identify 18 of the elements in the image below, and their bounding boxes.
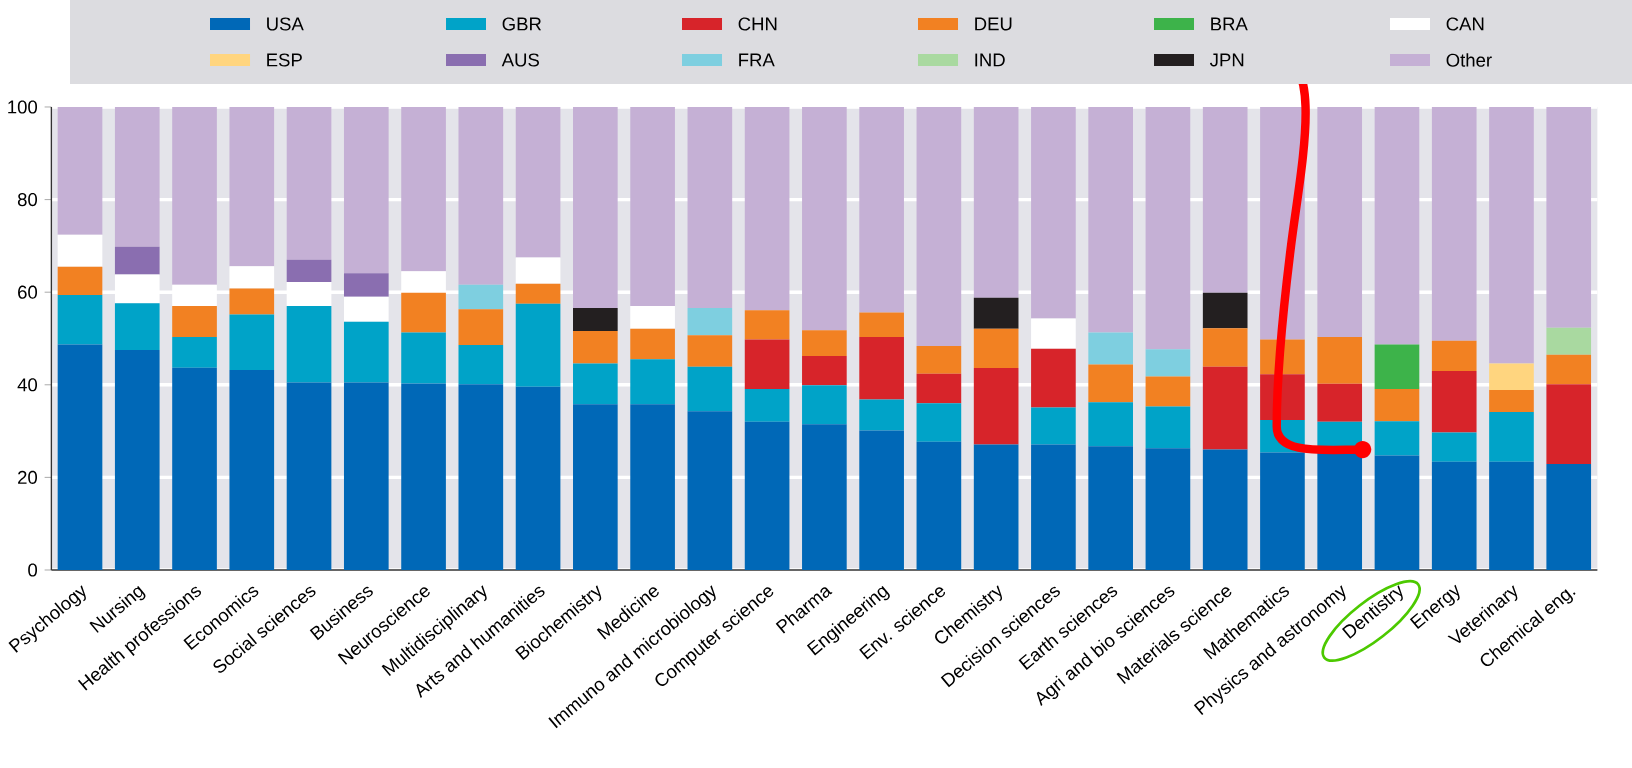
legend-label: CAN [1446,17,1484,31]
y-tick-label: 60 [18,285,38,299]
y-tick-label: 100 [8,100,38,114]
legend-label: AUS [501,53,539,67]
y-tick-label: 40 [17,378,38,392]
legend-label: DEU [975,17,1012,31]
y-tick-label: 0 [28,563,38,577]
legend-label: Other [1446,53,1492,67]
legend-label: CHN [738,17,777,31]
legend-label: BRA [1211,17,1248,31]
y-tick-label: 80 [17,193,38,207]
legend-label: USA [267,17,304,31]
legend-label: IND [975,53,1005,67]
y-tick-label: 20 [18,470,38,484]
legend-label: JPN [1209,53,1244,67]
legend-label: ESP [267,53,302,67]
legend-label: GBR [502,17,542,31]
legend-label: FRA [739,53,775,67]
